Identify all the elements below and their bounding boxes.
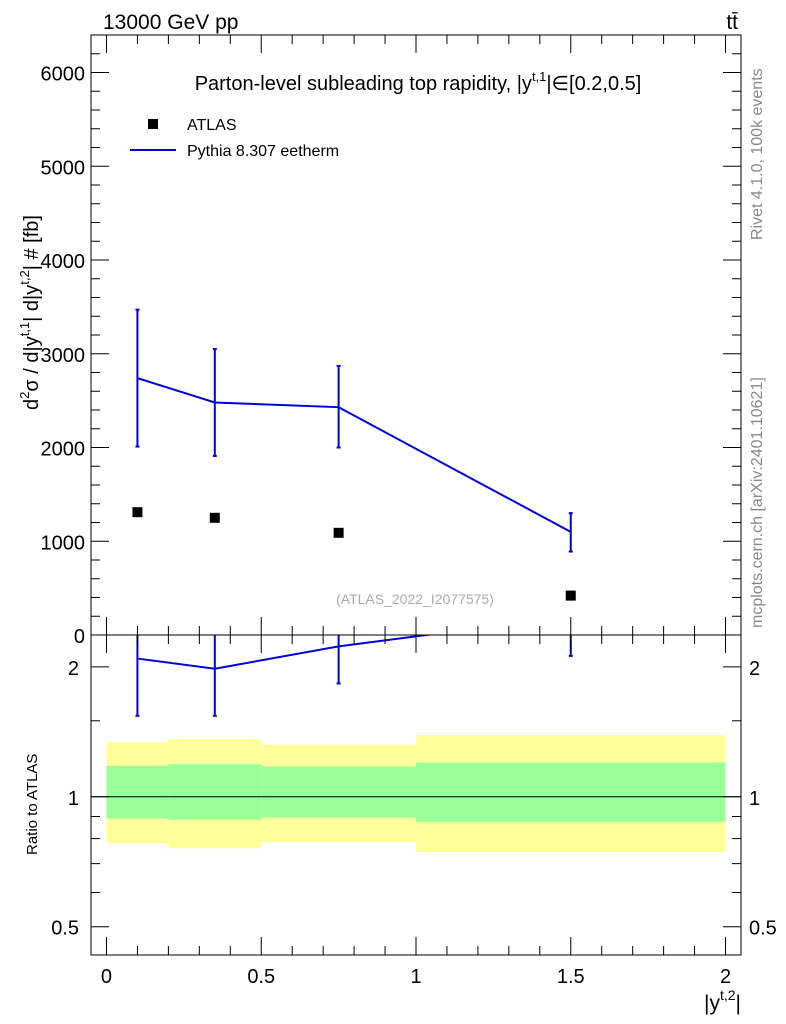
ratio-xtick-label: 2 [720,966,731,988]
main-ylabel: d2σ / d|yt,1| d|yt,2| # [fb] [17,215,43,410]
energy-label: 13000 GeV pp [103,11,238,34]
ratio-pythia-line [137,635,435,670]
ratio-bands [106,735,726,852]
rivet-label: Rivet 4.1.0, 100k events [749,68,766,240]
ratio-inner-band [261,766,416,818]
ratio-panel: 0.5 0.5 1 1 2 2 0 0.5 1 1.5 2 Ratio to ATLAS |yt,2… [24,634,777,1015]
main-title: Parton-level subleading top rapidity, |y… [195,69,642,95]
main-ytick-label: 1000 [41,532,86,554]
main-ytick-label: 2000 [41,439,86,461]
ratio-inner-band [106,765,169,819]
main-ytick-label: 0 [74,626,85,648]
process-label: tt̄ [726,11,738,34]
ratio-ytick-label-left: 0.5 [51,918,79,940]
ratio-inner-band [168,764,262,820]
ratio-xtick-label: 0.5 [247,966,275,988]
ratio-ylabel: Ratio to ATLAS [24,754,41,855]
ratio-inner-band [416,762,726,822]
ratio-ytick-label-left: 2 [68,658,79,680]
ratio-ytick-label-right: 1 [749,788,760,810]
ratio-ytick-label-right: 0.5 [749,918,777,940]
legend: ATLAS Pythia 8.307 eetherm [130,117,339,160]
main-ytick-label: 3000 [41,345,86,367]
ratio-xtick-label: 1.5 [557,966,585,988]
main-watermark: (ATLAS_2022_I2077575) [336,591,494,607]
ratio-xlabel: |yt,2| [704,987,741,1015]
mcplots-label: mcplots.cern.ch [arXiv:2401.10621] [749,377,766,628]
main-ytick-label: 5000 [41,157,86,179]
main-ytick-label: 6000 [41,64,86,86]
legend-atlas-label: ATLAS [187,117,237,134]
legend-atlas-marker [148,119,158,129]
ratio-xtick-label: 0 [101,966,112,988]
atlas-data-point [565,590,576,601]
atlas-data-point [209,512,220,523]
atlas-data-point [132,507,143,518]
pythia-line [137,377,572,533]
ratio-ytick-label-left: 1 [68,788,79,810]
ratio-ytick-label-right: 2 [749,658,760,680]
main-ytick-label: 4000 [41,251,86,273]
ratio-frame [90,634,742,956]
ratio-axis-ticks: 0.5 0.5 1 1 2 2 0 0.5 1 1.5 2 [51,635,777,988]
main-axis-ticks: 0 1000 2000 3000 4000 5000 6000 [41,35,741,648]
main-data-marks [132,308,576,601]
atlas-data-point [333,527,344,538]
main-panel: Parton-level subleading top rapidity, |y… [17,34,742,648]
legend-pythia-label: Pythia 8.307 eetherm [187,143,339,160]
ratio-xtick-label: 1 [410,966,421,988]
